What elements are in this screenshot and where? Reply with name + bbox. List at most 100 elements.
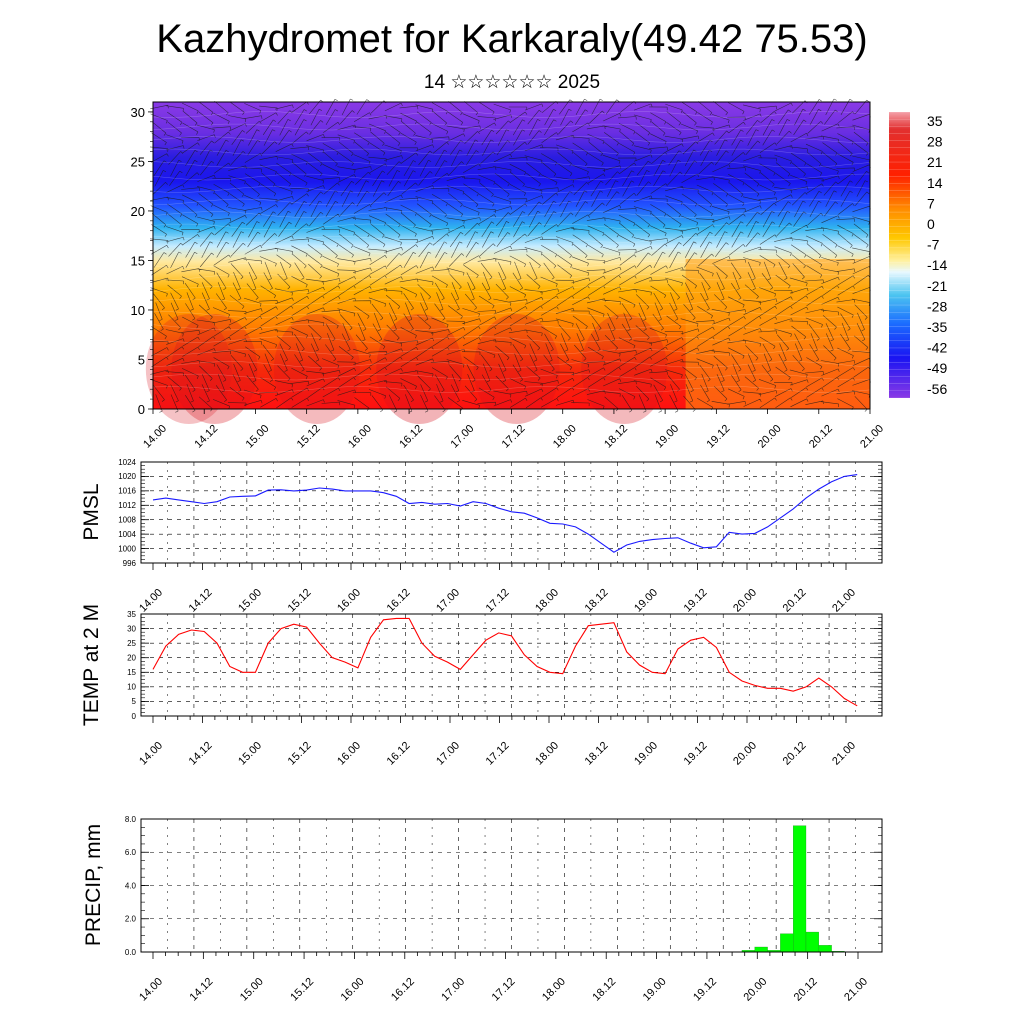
x-tick-label: 15.12 [295,423,323,451]
colorbar-label: 14 [927,175,943,191]
colorbar-label: 21 [927,154,943,170]
y-tick-label: 35 [127,610,136,619]
x-tick-label: 19.12 [691,976,719,1004]
x-tick-label: 17.12 [484,587,512,615]
isotherm [152,261,871,268]
x-tick-label: 15.00 [236,740,264,768]
temp-panel: 0 5 10 15 20 25 30 35 TEMP at 2 M 14.00 14.12 15.00… [80,604,883,768]
isotherm [152,186,871,193]
x-tick-label: 19.00 [641,976,669,1004]
y-tick-label: 20 [131,204,145,219]
y-tick-label: 25 [131,154,145,169]
colorbar-label: -35 [927,319,947,335]
x-tick-label: 18.12 [583,740,611,768]
plot-frame [140,818,883,953]
cross-section-panel: 0 5 10 15 20 25 30 14.00 14.12 15.00 15.12 16.00 16.… [131,98,886,451]
y-tick-label: 1012 [118,501,136,510]
cool-surface-region [685,259,870,409]
x-tick-label: 17.00 [434,587,462,615]
x-tick-label: 14.12 [187,740,215,768]
x-tick-label: 17.12 [490,976,518,1004]
x-tick-label: 18.00 [533,740,561,768]
y-axis-label: PRECIP, mm [82,824,105,946]
x-tick-label: 16.12 [385,740,413,768]
x-tick-label: 15.12 [288,976,316,1004]
x-tick-label: 17.00 [448,423,476,451]
x-tick-label: 18.12 [583,587,611,615]
x-tick-label: 20.00 [731,740,759,768]
colorbar-label: -42 [927,340,947,356]
x-tick-label: 16.12 [397,423,425,451]
x-tick-label: 18.00 [551,423,579,451]
precip-bar [780,933,794,953]
x-tick-label: 20.12 [792,976,820,1004]
y-axis-label: PMSL [80,483,103,540]
x-tick-label: 19.00 [653,423,681,451]
x-tick-label: 19.00 [632,587,660,615]
y-tick-label: 6.0 [125,848,137,857]
y-tick-label: 1024 [118,458,136,467]
precip-bar [805,931,819,953]
x-tick-label: 20.12 [807,423,835,451]
precip-bar [793,825,807,953]
x-tick-label: 21.00 [830,587,858,615]
isotherm [152,373,871,381]
x-tick-label: 19.12 [705,423,733,451]
y-tick-label: 15 [127,668,136,677]
isotherm [152,223,871,231]
x-tick-label: 14.12 [192,423,220,451]
plot-frame [140,461,883,564]
isotherm [152,236,871,243]
y-tick-label: 1004 [118,530,136,539]
precip-bar [754,946,768,953]
x-tick-label: 20.00 [741,976,769,1004]
y-tick-label: 25 [127,639,136,648]
isotherm [152,211,871,218]
y-tick-label: 10 [127,683,136,692]
chart-title: Kazhydromet for Karkaraly(49.42 75.53) [156,17,868,61]
isotherm [152,248,871,256]
precip-bar [818,945,832,953]
x-tick-label: 18.00 [540,976,568,1004]
colorbar-label: 28 [927,134,943,150]
warm-core [581,314,668,424]
x-tick-label: 20.00 [731,587,759,615]
x-tick-label: 21.00 [858,423,886,451]
isotherm [152,173,871,181]
x-tick-label: 16.00 [335,740,363,768]
x-tick-label: 14.00 [141,423,169,451]
y-tick-label: 20 [127,654,136,663]
x-tick-label: 18.12 [590,976,618,1004]
chart-subtitle: 14 ☆☆☆☆☆☆ 2025 [423,72,601,93]
y-tick-label: 996 [123,559,137,568]
x-tick-label: 14.12 [188,976,216,1004]
isotherm [152,386,871,393]
y-tick-label: 8.0 [125,815,137,824]
isotherm [152,348,871,356]
x-tick-label: 19.00 [632,740,660,768]
isotherm [152,286,871,293]
y-tick-label: 30 [127,624,136,633]
series-line [152,617,858,707]
isotherm [152,336,871,343]
colorbar-label: -49 [927,360,947,376]
x-tick-label: 18.12 [602,423,630,451]
x-tick-label: 16.00 [339,976,367,1004]
isotherm [152,273,871,281]
x-tick-label: 20.12 [781,587,809,615]
colorbar-label: 35 [927,113,943,129]
y-tick-label: 4.0 [125,881,137,890]
isotherm [152,136,870,143]
x-tick-label: 17.00 [434,740,462,768]
x-tick-label: 15.12 [286,587,314,615]
precip-panel: 0.0 2.0 4.0 6.0 8.0 PRECIP, mm 14.00 14.12 15.00… [82,815,883,1004]
wind-barbs [149,98,871,413]
x-tick-label: 16.00 [346,423,374,451]
colorbar-label: -14 [927,257,947,273]
isotherm [152,123,871,131]
colorbar-label: -28 [927,298,947,314]
x-tick-label: 19.12 [682,587,710,615]
x-tick-label: 14.00 [137,740,165,768]
warm-core [473,314,560,424]
y-tick-label: 0 [138,402,145,417]
